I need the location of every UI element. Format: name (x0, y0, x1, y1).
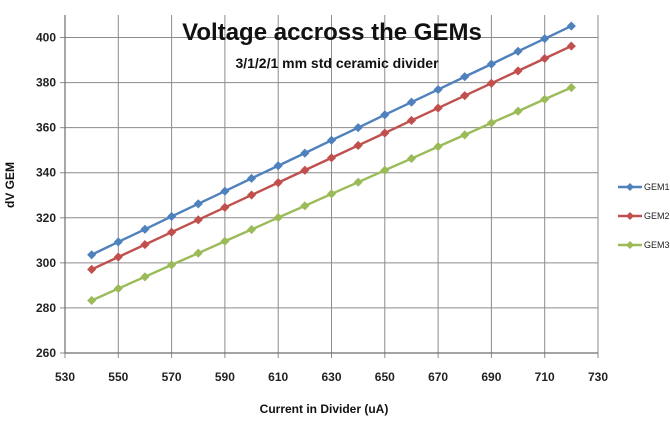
data-point (113, 252, 123, 262)
y-tick-label: 380 (36, 76, 56, 90)
data-point (87, 264, 97, 274)
data-point (566, 82, 576, 93)
legend-item-gem1: GEM1 (618, 182, 670, 192)
tick-labels: 260 280 300 320 340 360 380 400 530 550 570 590 610 6… (36, 31, 608, 384)
y-axis-title: dV GEM (3, 162, 17, 208)
data-point (406, 115, 417, 126)
data-point (486, 78, 496, 88)
data-point (140, 224, 150, 234)
x-tick-label: 710 (535, 370, 555, 384)
data-point (540, 53, 550, 64)
data-point (140, 240, 150, 250)
x-tick-label: 590 (215, 370, 235, 384)
data-point (140, 272, 150, 282)
data-point (273, 213, 283, 223)
y-tick-label: 340 (36, 166, 56, 180)
y-tick-label: 400 (36, 31, 56, 45)
data-point (433, 85, 443, 95)
data-point (246, 173, 257, 183)
data-point (380, 165, 390, 175)
data-point (273, 161, 283, 171)
data-point (380, 128, 390, 138)
data-point (566, 21, 576, 31)
data-point (326, 135, 337, 145)
series-gem3 (87, 82, 576, 306)
legend-marker (626, 241, 634, 249)
legend-label: GEM2 (644, 211, 670, 221)
data-point (406, 97, 417, 107)
data-point (246, 224, 257, 235)
legend-item-gem3: GEM3 (618, 240, 670, 250)
data-point (113, 237, 123, 247)
x-tick-label: 730 (588, 370, 608, 384)
series-gem2 (87, 41, 576, 274)
data-point (273, 178, 283, 188)
x-tick-label: 570 (162, 370, 182, 384)
x-tick-label: 650 (375, 370, 395, 384)
data-point (300, 201, 310, 211)
series-gem1 (87, 21, 576, 260)
data-point (87, 250, 97, 260)
data-point (220, 236, 230, 246)
series-layer (87, 21, 576, 306)
data-point (326, 189, 337, 199)
data-point (540, 94, 550, 104)
legend-marker (626, 183, 634, 191)
legend-label: GEM1 (644, 182, 670, 192)
data-point (513, 46, 523, 56)
data-point (380, 110, 390, 120)
x-tick-label: 630 (321, 370, 341, 384)
y-tick-label: 260 (36, 346, 56, 360)
legend-label: GEM3 (644, 240, 670, 250)
axes (60, 15, 599, 358)
data-point (193, 215, 203, 225)
data-point (220, 202, 230, 213)
data-point (513, 106, 523, 116)
data-point (406, 153, 417, 164)
data-point (353, 123, 363, 133)
data-point (193, 248, 203, 258)
data-point (167, 260, 177, 270)
chart-subtitle: 3/1/2/1 mm std ceramic divider (235, 55, 439, 71)
x-tick-label: 530 (55, 370, 75, 384)
data-point (486, 59, 496, 69)
data-point (540, 34, 550, 44)
data-point (460, 72, 470, 82)
x-tick-label: 690 (481, 370, 501, 384)
data-point (167, 211, 177, 222)
data-point (167, 227, 177, 237)
data-point (300, 148, 310, 158)
legend-item-gem2: GEM2 (618, 211, 670, 221)
x-tick-label: 550 (108, 370, 128, 384)
data-point (433, 103, 443, 113)
data-point (87, 295, 97, 306)
data-point (566, 41, 576, 51)
data-point (300, 165, 310, 175)
data-point (460, 130, 470, 140)
x-tick-label: 670 (428, 370, 448, 384)
x-axis-title: Current in Divider (uA) (260, 402, 389, 416)
data-point (326, 153, 337, 163)
data-point (353, 140, 363, 151)
y-tick-label: 320 (36, 211, 56, 225)
chart-title: Voltage accross the GEMs (182, 19, 482, 46)
data-point (193, 199, 203, 209)
data-point (433, 142, 443, 152)
y-tick-label: 300 (36, 256, 56, 270)
data-point (513, 66, 523, 76)
data-point (353, 177, 363, 187)
y-tick-label: 360 (36, 121, 56, 135)
data-point (246, 190, 257, 200)
data-point (220, 186, 230, 196)
data-point (113, 283, 123, 294)
x-tick-label: 610 (268, 370, 288, 384)
legend: GEM1 GEM2 GEM3 (618, 182, 670, 250)
legend-marker (626, 212, 634, 220)
data-point (460, 91, 470, 101)
data-point (486, 118, 496, 128)
y-tick-label: 280 (36, 301, 56, 315)
